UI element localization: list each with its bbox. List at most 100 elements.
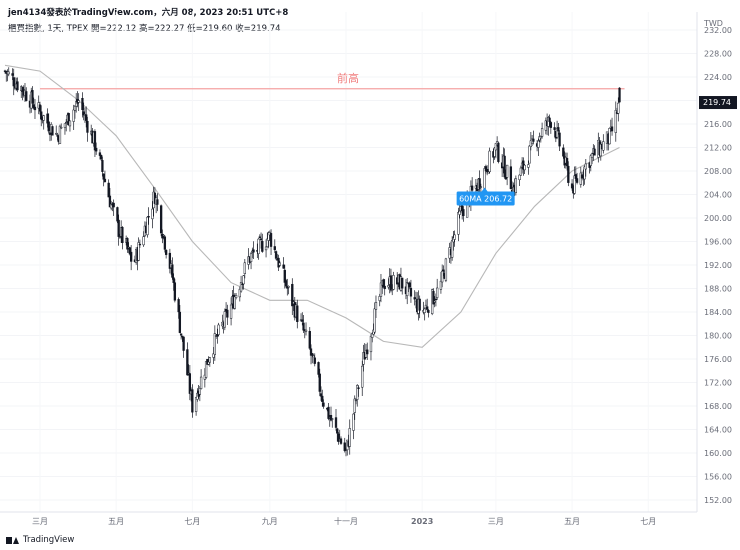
candle-down: [470, 185, 474, 191]
candle-down: [313, 357, 316, 364]
candle-up: [479, 186, 483, 188]
candle-down: [25, 91, 28, 101]
candle-down: [11, 73, 14, 76]
candle-up: [519, 167, 523, 176]
candle-up: [457, 212, 460, 235]
candle-down: [147, 216, 150, 218]
candle-up: [239, 282, 243, 292]
y-tick-label: 152.00: [704, 496, 732, 505]
candle-down: [567, 165, 570, 183]
candle-up: [487, 171, 490, 174]
currency-label: TWD: [703, 19, 723, 28]
legend-high: 222.27: [154, 24, 185, 34]
x-tick-label: 五月: [564, 517, 580, 526]
candle-up: [42, 115, 45, 121]
candle-down: [182, 336, 185, 351]
candle-up: [68, 120, 72, 127]
candle-down: [478, 178, 481, 189]
candle-down: [357, 387, 360, 389]
legend-open-label: 開=: [90, 24, 107, 34]
candle-up: [514, 178, 518, 193]
candle-down: [565, 158, 569, 167]
candle-down: [186, 349, 189, 376]
x-tick-label: 三月: [488, 517, 504, 526]
candle-down: [339, 438, 343, 444]
candle-down: [269, 233, 273, 247]
candle-up: [488, 150, 491, 173]
candle-down: [86, 120, 89, 133]
candle-up: [374, 302, 378, 310]
candle-up: [278, 262, 281, 266]
candle-down: [334, 417, 338, 428]
candle-up: [55, 133, 58, 135]
y-tick-label: 224.00: [704, 73, 732, 82]
legend-close-label: 收=: [235, 24, 251, 34]
legend-low-label: 低=: [187, 24, 203, 34]
y-tick-label: 212.00: [704, 144, 732, 153]
candle-up: [608, 128, 611, 145]
candle-up: [243, 262, 246, 274]
candle-up: [60, 126, 63, 129]
candle-down: [557, 127, 560, 132]
candle-up: [264, 246, 268, 251]
candle-down: [549, 122, 552, 128]
candle-down: [56, 135, 59, 137]
brand-name: TradingView: [23, 535, 75, 545]
candle-up: [518, 174, 521, 181]
candle-up: [540, 128, 544, 137]
x-tick-label: 三月: [32, 517, 48, 526]
price-axis[interactable]: 152.00 156.00 160.00 164.00 168.00 172.00 176.…: [704, 26, 732, 505]
candle-down: [401, 277, 404, 289]
candle-up: [304, 329, 308, 332]
candle-down: [16, 81, 19, 91]
y-tick-label: 216.00: [704, 120, 732, 129]
candle-down: [337, 433, 340, 442]
candle-down: [442, 269, 445, 272]
brand-footer[interactable]: TradingView: [6, 533, 74, 547]
time-axis[interactable]: 三月 五月 七月 九月 十一月 2023 三月 五月 七月: [32, 516, 656, 526]
candle-down: [226, 309, 229, 318]
candle-up: [369, 335, 373, 353]
candle-down: [258, 236, 261, 238]
candle-down: [40, 111, 43, 120]
legend-close: 219.74: [250, 24, 281, 34]
candle-down: [172, 277, 175, 283]
resistance-line-label: 前高: [337, 71, 359, 85]
candle-down: [100, 155, 103, 160]
candle-up: [614, 110, 617, 133]
candle-up: [354, 399, 358, 402]
candle-up: [234, 295, 238, 299]
candle-up: [584, 163, 587, 170]
candles: [3, 67, 621, 457]
candle-down: [343, 442, 346, 451]
candle-down: [177, 299, 180, 313]
candle-up: [433, 300, 436, 303]
candle-down: [532, 138, 535, 142]
candle-down: [302, 322, 305, 331]
candle-down: [291, 283, 294, 307]
y-tick-label: 192.00: [704, 261, 732, 270]
candle-up: [439, 280, 443, 290]
symbol-legend: 櫃買指數, 1天, TPEX 開=222.12 高=222.27 低=219.6…: [8, 22, 281, 34]
candle-down: [434, 298, 438, 301]
candle-down: [327, 406, 330, 419]
candle-up: [361, 365, 364, 388]
candle-down: [336, 428, 339, 434]
candle-up: [238, 288, 241, 298]
last-price-label: 219.74: [703, 98, 731, 107]
candle-up: [528, 145, 531, 164]
candle-down: [593, 148, 596, 156]
candle-down: [112, 202, 115, 208]
candle-up: [77, 100, 80, 103]
y-tick-label: 164.00: [704, 426, 732, 435]
candle-up: [331, 418, 334, 420]
candle-up: [348, 428, 351, 447]
y-tick-label: 156.00: [704, 473, 732, 482]
candle-down: [171, 264, 174, 278]
candle-up: [73, 105, 77, 111]
candle-down: [409, 287, 413, 297]
candle-up: [204, 361, 208, 378]
y-tick-label: 172.00: [704, 379, 732, 388]
candle-down: [252, 249, 255, 253]
